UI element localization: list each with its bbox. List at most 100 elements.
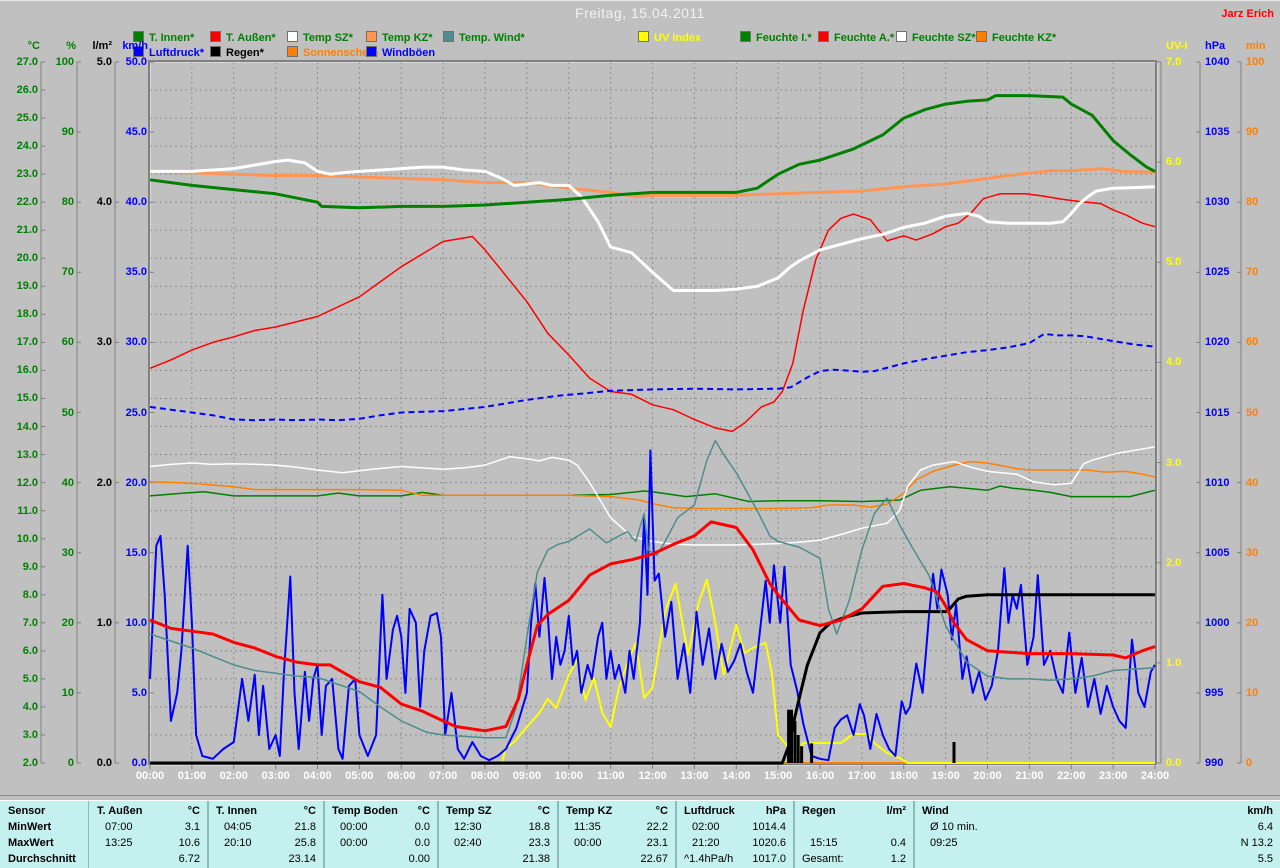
table-cell: 0.4: [890, 837, 906, 849]
axis-tick-label: 1005: [1205, 546, 1230, 559]
row-label: MaxWert: [8, 837, 54, 849]
x-tick-label: 24:00: [1140, 770, 1170, 782]
table-cell: hPa: [765, 805, 786, 817]
axis-tick-label: 16.0: [16, 364, 38, 377]
legend-label: Feuchte SZ*: [912, 32, 976, 44]
series-t-innen: [149, 94, 1156, 210]
axis-tick-label: 90: [61, 126, 74, 139]
axis-tick-label: 15.0: [16, 392, 38, 405]
table-cell: 22.2: [646, 821, 668, 833]
axis-tick-label: 4.0: [22, 700, 38, 713]
axis-tick-label: 1010: [1205, 476, 1230, 489]
legend-item-feuchte-sz[interactable]: Feuchte SZ*: [896, 31, 976, 44]
legend-label: UV Index: [654, 32, 702, 44]
table-cell: 1014.4: [752, 821, 786, 833]
axis-tick-label: 0: [67, 757, 74, 769]
table-cell: 3.1: [184, 821, 200, 833]
legend-item-windboeen[interactable]: Windböen: [366, 46, 436, 59]
row-label: MinWert: [8, 821, 52, 833]
axis-tick-label: 100: [1246, 56, 1265, 68]
legend-item-uv-index[interactable]: UV Index: [638, 31, 702, 44]
axis-tick-label: 10.0: [125, 616, 147, 629]
legend-label: Windböen: [382, 47, 436, 59]
legend-item-temp-wind[interactable]: Temp. Wind*: [443, 31, 525, 44]
axis-tick-label: 40.0: [125, 196, 147, 209]
legend-label: T. Innen*: [149, 32, 195, 44]
axis-tick-label: 10.0: [16, 532, 38, 545]
rain-bar: [793, 720, 797, 763]
table-cell: °C: [417, 805, 430, 817]
legend-item-t-innen[interactable]: T. Innen*: [133, 31, 195, 44]
table-cell: °C: [537, 805, 550, 817]
axis-tick-label: 2.0: [96, 476, 112, 489]
x-tick-label: 03:00: [261, 770, 290, 782]
table-cell: 00:00: [340, 837, 368, 849]
axis-tick-label: 40: [61, 476, 74, 489]
axis-tick-label: 2.0: [1166, 556, 1182, 569]
series-temp-sz: [150, 158, 1156, 292]
axis-tick-label: 15.0: [125, 546, 147, 559]
axis-tick-label: 3.0: [1166, 456, 1182, 469]
table-cell: Ø 10 min.: [930, 821, 978, 833]
legend-label: Regen*: [226, 47, 264, 59]
legend-swatch-feuchte-kz: [976, 31, 987, 42]
axis-tick-label: 1020: [1205, 336, 1230, 349]
axis-title-celsius: °C: [27, 40, 40, 52]
author-name: Jarz Erich: [1221, 8, 1274, 20]
x-tick-label: 17:00: [847, 770, 876, 782]
table-cell: 13:25: [105, 837, 133, 849]
table-cell: 09:25: [930, 837, 958, 849]
statistics-table: Sensor MinWert MaxWert Durchschnitt T. Außen…: [0, 800, 1280, 868]
table-cell: l/m²: [886, 805, 906, 817]
legend-item-sonnenschein[interactable]: Sonnenschein: [287, 46, 378, 59]
legend-item-t-aussen[interactable]: T. Außen*: [210, 31, 276, 44]
table-cell: 02:00: [692, 821, 720, 833]
table-cell: Regen: [802, 805, 836, 817]
table-cell: 1020.6: [752, 837, 786, 849]
axis-tick-label: 0.0: [1166, 757, 1182, 769]
table-cell: 0.00: [408, 853, 430, 865]
legend-item-temp-sz[interactable]: Temp SZ*: [287, 31, 353, 44]
axis-tick-label: 7.0: [1166, 56, 1182, 68]
legend-label: Feuchte KZ*: [992, 32, 1057, 44]
legend-swatch-temp-sz: [287, 31, 298, 42]
axis-tick-label: 6.0: [1166, 156, 1182, 169]
legend-swatch-temp-wind: [443, 31, 454, 42]
legend-item-regen[interactable]: Regen*: [210, 46, 264, 59]
x-tick-label: 15:00: [764, 770, 793, 782]
axis-tick-label: 25.0: [125, 406, 147, 419]
axis-tick-label: 50.0: [125, 56, 147, 68]
axis-tick-label: 5.0: [22, 672, 38, 685]
legend-swatch-temp-kz: [366, 31, 377, 42]
legend-item-feuchte-i[interactable]: Feuchte I.*: [740, 31, 812, 44]
series-uv-index: [150, 578, 1155, 764]
legend-swatch-regen: [210, 46, 221, 57]
axis-tick-label: 13.0: [16, 448, 38, 461]
legend-swatch-luftdruck: [133, 46, 144, 57]
legend-item-luftdruck[interactable]: Luftdruck*: [133, 46, 204, 59]
axis-tick-label: 80: [61, 196, 74, 209]
axis-tick-label: 12.0: [16, 476, 38, 489]
table-cell: 22.67: [640, 853, 668, 865]
legend-item-temp-kz[interactable]: Temp KZ*: [366, 31, 433, 44]
rain-bar: [800, 746, 804, 763]
axis-tick-label: 35.0: [125, 266, 147, 279]
table-cell: N 13.2: [1240, 837, 1273, 849]
table-cell: Temp SZ: [446, 805, 492, 817]
weather-chart: [40, 60, 1242, 769]
table-cell: 0.0: [414, 821, 430, 833]
legend-item-feuchte-kz[interactable]: Feuchte KZ*: [976, 31, 1057, 44]
legend-label: Feuchte A.*: [834, 32, 895, 44]
legend-item-feuchte-a[interactable]: Feuchte A.*: [818, 31, 895, 44]
rain-bar: [796, 735, 800, 763]
axis-tick-label: 30: [61, 546, 74, 559]
x-tick-label: 01:00: [177, 770, 206, 782]
axis-tick-label: 1.0: [96, 616, 112, 629]
table-cell: °C: [187, 805, 200, 817]
table-cell: 15:15: [810, 837, 838, 849]
axis-tick-label: 17.0: [16, 336, 38, 349]
axis-tick-label: 7.0: [22, 616, 38, 629]
x-tick-label: 20:00: [973, 770, 1002, 782]
x-tick-label: 00:00: [135, 770, 165, 782]
